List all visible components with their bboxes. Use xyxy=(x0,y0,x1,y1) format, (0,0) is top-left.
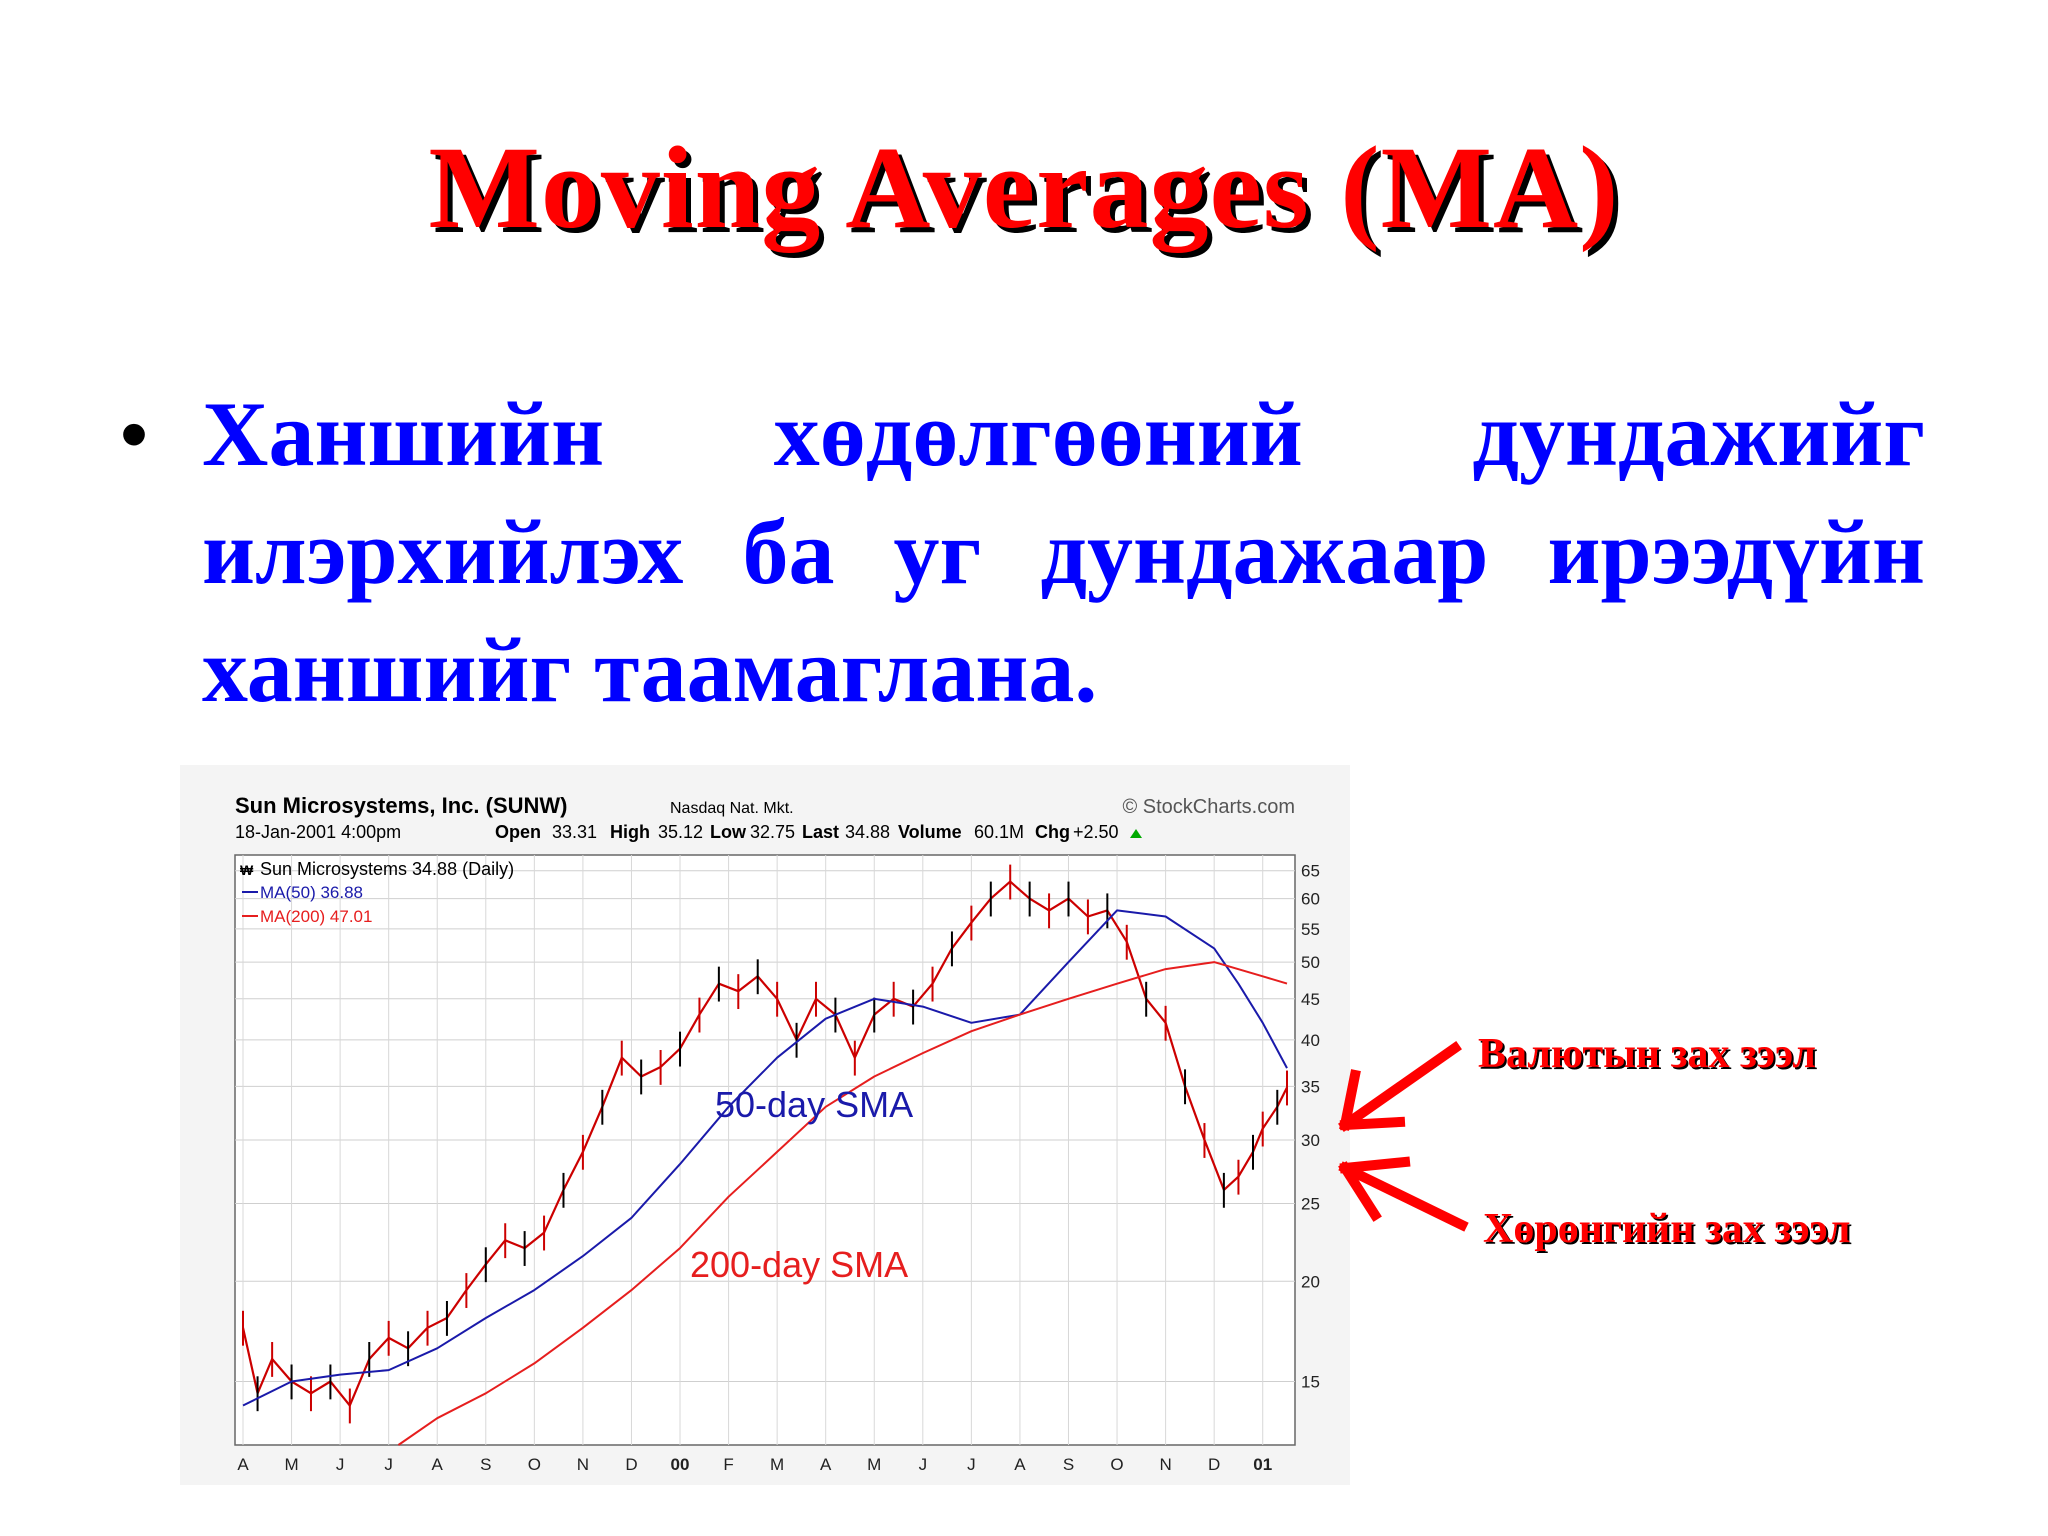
up-arrow-icon xyxy=(1130,829,1142,838)
x-tick-label: S xyxy=(1063,1455,1074,1474)
x-tick-label: M xyxy=(770,1455,784,1474)
x-tick-label: J xyxy=(967,1455,976,1474)
arrow-lower xyxy=(1338,1156,1469,1232)
y-tick-label: 35 xyxy=(1301,1077,1320,1096)
y-axis-ticks: 65 60 55 50 45 40 35 30 25 20 15 xyxy=(1301,862,1320,1392)
y-tick-label: 25 xyxy=(1301,1195,1320,1214)
ma50-label: 50-day SMA xyxy=(715,1084,913,1125)
slide-title: Moving Averages (MA) xyxy=(428,122,1620,253)
quote-volume-label: Volume xyxy=(898,822,962,842)
series-line-ma-50- xyxy=(242,909,1288,1407)
x-tick-label: A xyxy=(432,1455,444,1474)
plot-area xyxy=(234,854,1296,1446)
x-tick-label: D xyxy=(1208,1455,1220,1474)
stock-chart: Sun Microsystems, Inc. (SUNW) Nasdaq Nat… xyxy=(180,765,1350,1485)
quote-chg-label: Chg xyxy=(1035,822,1070,842)
y-tick-label: 15 xyxy=(1301,1372,1320,1391)
x-tick-label: J xyxy=(919,1455,928,1474)
legend: Sun Microsystems 34.88 (Daily) ₩ MA(50) … xyxy=(240,859,514,926)
x-tick-label: J xyxy=(384,1455,393,1474)
x-tick-label: N xyxy=(1159,1455,1171,1474)
legend-ma50: MA(50) 36.88 xyxy=(260,883,363,902)
x-tick-label: 01 xyxy=(1253,1455,1272,1474)
x-tick-label: O xyxy=(1110,1455,1123,1474)
y-tick-label: 65 xyxy=(1301,862,1320,881)
x-tick-label: M xyxy=(284,1455,298,1474)
y-tick-label: 50 xyxy=(1301,953,1320,972)
chart-source: © StockCharts.com xyxy=(1122,796,1295,818)
chart-exchange: Nasdaq Nat. Mkt. xyxy=(670,800,794,817)
chart-date: 18-Jan-2001 4:00pm xyxy=(235,822,401,842)
y-tick-label: 40 xyxy=(1301,1031,1320,1050)
x-tick-label: A xyxy=(820,1455,832,1474)
quote-low: 32.75 xyxy=(750,822,795,842)
x-tick-label: A xyxy=(237,1455,249,1474)
quote-high: 35.12 xyxy=(658,822,703,842)
quote-volume: 60.1M xyxy=(974,822,1024,842)
x-tick-label: 00 xyxy=(671,1455,690,1474)
x-tick-label: A xyxy=(1014,1455,1026,1474)
quote-last-label: Last xyxy=(802,822,839,842)
y-tick-label: 60 xyxy=(1301,890,1320,909)
y-tick-label: 20 xyxy=(1301,1272,1320,1291)
y-tick-label: 30 xyxy=(1301,1131,1320,1150)
x-tick-label: F xyxy=(723,1455,733,1474)
x-tick-label: O xyxy=(528,1455,541,1474)
quote-open-label: Open xyxy=(495,822,541,842)
arrow-upper xyxy=(1338,1041,1462,1132)
bullet-text: Ханшийн хөдөлгөөний дундажийг илэрхийлэх… xyxy=(202,383,1925,721)
legend-candle-icon: ₩ xyxy=(240,862,254,878)
x-tick-label: J xyxy=(336,1455,345,1474)
annotation-upper: Валютын зах зээл xyxy=(1478,1031,1816,1077)
series-line-ma-200- xyxy=(397,961,1288,1446)
x-tick-label: D xyxy=(625,1455,637,1474)
bullet-marker: • xyxy=(120,389,149,478)
annotation-lower: Хөрөнгийн зах зээл xyxy=(1483,1206,1851,1252)
y-tick-label: 45 xyxy=(1301,990,1320,1009)
x-tick-label: N xyxy=(577,1455,589,1474)
x-axis-ticks: A M J J A S O N D 00 F M A M J J A S O N D 01 xyxy=(237,1455,1272,1474)
series-layer xyxy=(241,864,1288,1446)
legend-ma200: MA(200) 47.01 xyxy=(260,907,372,926)
quote-last: 34.88 xyxy=(845,822,890,842)
quote-line: Open 33.31 High 35.12 Low 32.75 Last 34.… xyxy=(495,822,1142,842)
x-tick-label: S xyxy=(480,1455,491,1474)
legend-title: Sun Microsystems 34.88 (Daily) xyxy=(260,859,514,879)
quote-low-label: Low xyxy=(710,822,747,842)
quote-chg: +2.50 xyxy=(1073,822,1119,842)
y-tick-label: 55 xyxy=(1301,920,1320,939)
chart-title: Sun Microsystems, Inc. (SUNW) xyxy=(235,793,568,818)
gridlines xyxy=(235,855,1295,1445)
stock-chart-svg: Sun Microsystems, Inc. (SUNW) Nasdaq Nat… xyxy=(180,765,1350,1485)
x-tick-label: M xyxy=(867,1455,881,1474)
quote-high-label: High xyxy=(610,822,650,842)
ma200-label: 200-day SMA xyxy=(690,1244,908,1285)
quote-open: 33.31 xyxy=(552,822,597,842)
